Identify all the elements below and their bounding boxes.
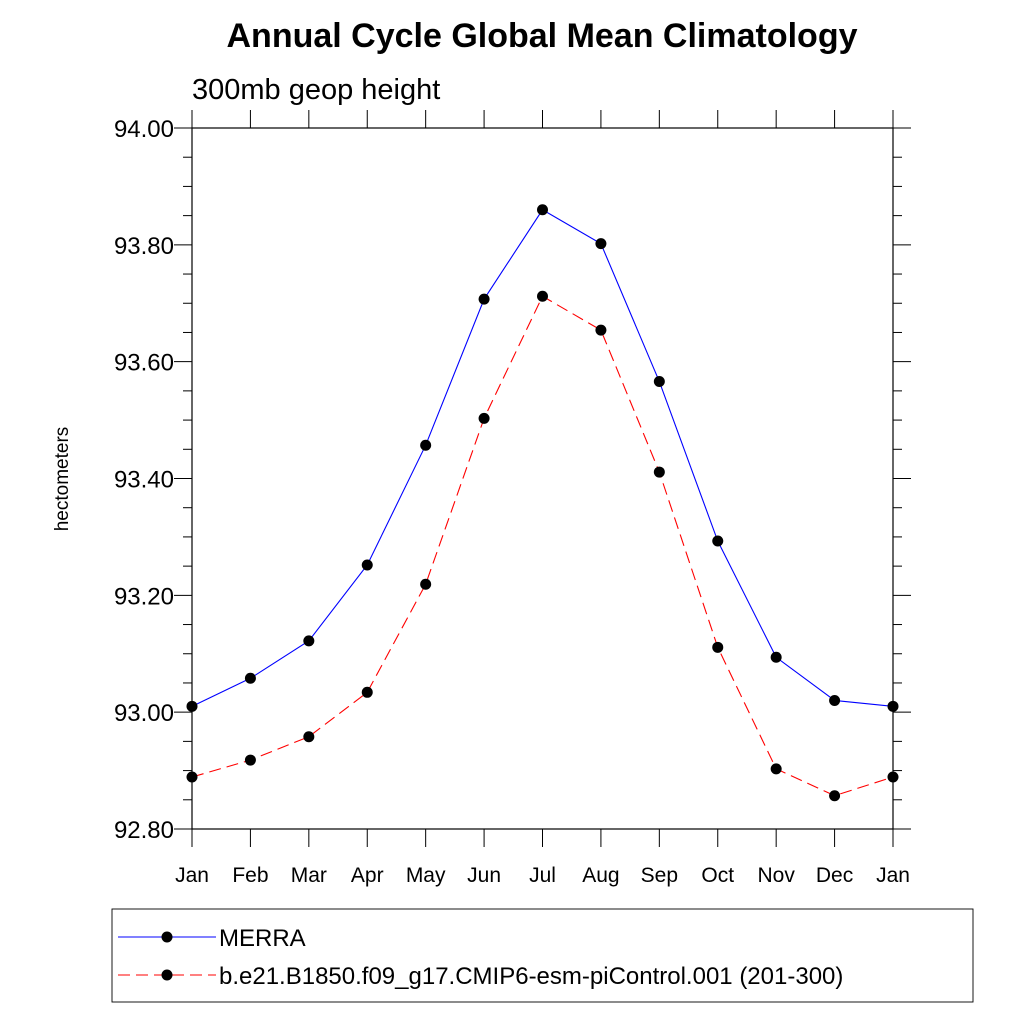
series-1-point (244, 672, 256, 684)
series-1-point (595, 238, 607, 250)
series-2-point (770, 763, 782, 775)
series-1-point (303, 635, 315, 647)
x-tick-label: Feb (232, 864, 268, 887)
series-1-point (537, 204, 548, 216)
x-tick-label: Dec (816, 864, 853, 887)
x-tick-label: Nov (757, 864, 795, 887)
series-2-point (595, 324, 607, 336)
x-tick-label: Mar (291, 864, 327, 887)
series-1-point (770, 651, 782, 663)
series-line-1 (191, 209, 894, 707)
series-2-point (712, 641, 724, 653)
series-1-point (829, 694, 841, 706)
legend: MERRA b.e21.B1850.f09_g17.CMIP6-esm-piCon… (111, 908, 974, 1003)
x-ticks: Jan Feb Mar Apr May Jun Jul Aug Sep Oct Nov Dec Jan (175, 110, 910, 887)
series-layer (186, 204, 899, 802)
x-tick-label: Jun (467, 864, 501, 887)
x-tick-label: Oct (701, 864, 734, 887)
series-2-point (887, 771, 899, 783)
series-2-point (244, 754, 256, 766)
x-tick-label: Jan (876, 864, 910, 887)
series-2-point (303, 731, 315, 743)
x-tick-label: Sep (641, 864, 678, 887)
series-2-point (420, 578, 432, 590)
y-tick-label: 93.60 (114, 350, 174, 377)
y-tick-label: 93.40 (114, 467, 174, 494)
x-tick-label: Jul (529, 864, 556, 887)
series-1-point (361, 559, 373, 571)
legend-box (111, 908, 974, 1003)
legend-marker-1 (161, 931, 173, 943)
legend-label-2: b.e21.B1850.f09_g17.CMIP6-esm-piControl.… (219, 963, 843, 990)
y-tick-label: 93.20 (114, 583, 174, 610)
series-1-point (653, 376, 665, 388)
x-tick-label: May (406, 864, 446, 887)
series-1-point (887, 700, 899, 712)
y-tick-label: 92.80 (114, 817, 174, 844)
y-ticks: 92.80 93.00 93.20 93.40 93.60 93.80 94.00 (114, 116, 911, 844)
x-tick-label: Jan (175, 864, 209, 887)
series-2-point (361, 686, 373, 698)
y-tick-label: 94.00 (114, 116, 174, 143)
legend-marker-2 (161, 969, 173, 981)
y-axis-label: hectometers (52, 427, 73, 532)
legend-label-1: MERRA (219, 925, 306, 952)
series-2-point (186, 771, 198, 783)
chart-subtitle: 300mb geop height (192, 74, 440, 106)
series-1-point (186, 700, 198, 712)
series-line-2 (191, 295, 894, 797)
series-1-point (712, 535, 724, 547)
series-2-point (478, 412, 490, 424)
series-2-point (537, 290, 548, 302)
series-1-point (478, 293, 490, 305)
x-tick-label: Aug (582, 864, 619, 887)
chart-title: Annual Cycle Global Mean Climatology (227, 17, 858, 55)
series-2-point (829, 790, 841, 802)
x-tick-label: Apr (351, 864, 384, 887)
series-1-point (420, 439, 432, 451)
series-2-point (653, 466, 665, 478)
y-tick-label: 93.00 (114, 700, 174, 727)
plot-frame (191, 127, 894, 830)
y-tick-label: 93.80 (114, 233, 174, 260)
